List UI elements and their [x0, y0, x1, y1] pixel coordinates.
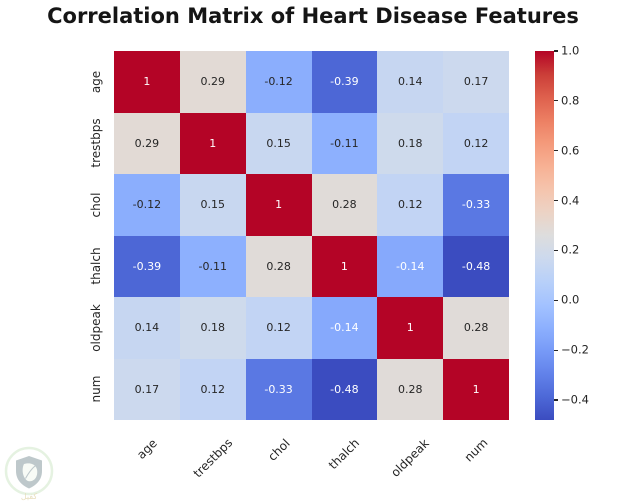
- heatmap-cell-trestbps-age: 0.29: [114, 112, 180, 174]
- heatmap-cell-thalch-chol: 0.28: [245, 235, 312, 297]
- heatmap-cell-num-age: 0.17: [114, 358, 180, 420]
- heatmap-cell-trestbps-oldpeak: 0.18: [377, 112, 444, 174]
- watermark-logo: كفيل: [4, 446, 54, 501]
- colorbar-tick-label: 1.0: [561, 43, 580, 58]
- watermark-text: كفيل: [21, 492, 38, 501]
- colorbar-tick: [554, 150, 558, 152]
- heatmap-cell-num-thalch: -0.48: [311, 358, 378, 420]
- heatmap-cell-trestbps-trestbps: 1: [179, 112, 246, 174]
- heatmap-cell-age-age: 1: [114, 51, 180, 113]
- heatmap-cell-thalch-trestbps: -0.11: [179, 235, 246, 297]
- heatmap-cell-thalch-age: -0.39: [114, 235, 180, 297]
- colorbar-tick: [554, 199, 558, 202]
- heatmap-cell-num-oldpeak: 0.28: [377, 358, 444, 420]
- x-tick-label-num: num: [461, 436, 491, 465]
- heatmap-cell-age-num: 0.17: [443, 51, 509, 113]
- watermark-circle: [4, 446, 54, 496]
- watermark-shield-icon: [16, 456, 42, 489]
- heatmap-cell-chol-thalch: 0.28: [311, 174, 378, 236]
- x-tick-label-thalch: thalch: [326, 435, 363, 473]
- colorbar-tick-label: −0.2: [561, 342, 589, 357]
- x-tick-label-chol: chol: [264, 436, 293, 464]
- heatmap-cell-chol-chol: 1: [245, 174, 312, 236]
- heatmap-cell-chol-trestbps: 0.15: [179, 174, 246, 236]
- y-tick-label-chol: chol: [89, 192, 103, 218]
- watermark-leaf-vein: [25, 465, 36, 479]
- y-tick-label-num: num: [89, 375, 103, 403]
- heatmap-cell-thalch-oldpeak: -0.14: [377, 235, 444, 297]
- heatmap-cell-num-chol: -0.33: [245, 358, 312, 420]
- colorbar-tick: [554, 299, 558, 301]
- heatmap-cell-trestbps-thalch: -0.11: [311, 112, 378, 174]
- heatmap-cell-oldpeak-num: 0.28: [443, 297, 509, 359]
- heatmap-cell-trestbps-chol: 0.15: [245, 112, 312, 174]
- heatmap-cell-age-chol: -0.12: [245, 51, 312, 113]
- colorbar-tick-label: −0.4: [561, 392, 589, 407]
- colorbar-tick-label: 0.2: [561, 242, 580, 257]
- heatmap-cell-age-oldpeak: 0.14: [377, 51, 444, 113]
- x-tick-label-trestbps: trestbps: [190, 435, 236, 481]
- y-tick-label-trestbps: trestbps: [89, 118, 103, 168]
- y-tick-label-thalch: thalch: [89, 247, 103, 285]
- heatmap-cell-trestbps-num: 0.12: [443, 112, 509, 174]
- heatmap-cell-oldpeak-oldpeak: 1: [377, 297, 444, 359]
- x-tick-label-oldpeak: oldpeak: [388, 436, 433, 480]
- heatmap-cell-chol-num: -0.33: [443, 174, 509, 236]
- colorbar-tick: [554, 249, 558, 252]
- heatmap-cell-num-trestbps: 0.12: [179, 358, 246, 420]
- watermark-leaf-icon: [22, 463, 38, 482]
- heatmap-cell-age-thalch: -0.39: [311, 51, 378, 113]
- colorbar-tick: [554, 50, 558, 52]
- y-tick-label-oldpeak: oldpeak: [89, 303, 103, 352]
- chart-title: Correlation Matrix of Heart Disease Feat…: [47, 4, 579, 28]
- heatmap-cell-age-trestbps: 0.29: [179, 51, 246, 113]
- colorbar-tick: [554, 349, 558, 351]
- heatmap-cell-oldpeak-thalch: -0.14: [311, 297, 378, 359]
- heatmap-cell-thalch-num: -0.48: [443, 235, 509, 297]
- y-tick-label-age: age: [89, 70, 103, 93]
- colorbar-tick-label: 0.4: [561, 192, 580, 207]
- heatmap-cell-oldpeak-age: 0.14: [114, 297, 180, 359]
- heatmap-cell-num-num: 1: [443, 358, 509, 420]
- colorbar-tick-label: 0.6: [561, 142, 580, 157]
- heatmap-cell-chol-age: -0.12: [114, 174, 180, 236]
- heatmap-cell-oldpeak-chol: 0.12: [245, 297, 312, 359]
- colorbar-tick: [554, 100, 558, 102]
- heatmap-cell-chol-oldpeak: 0.12: [377, 174, 444, 236]
- colorbar-tick-label: 0.8: [561, 93, 580, 108]
- heatmap-cell-thalch-thalch: 1: [311, 235, 378, 297]
- heatmap-grid: 1 0.29 -0.12 -0.39 0.14 0.17 0.29 1 0.15 -0.11 0.1…: [114, 51, 509, 420]
- heatmap-cell-oldpeak-trestbps: 0.18: [179, 297, 246, 359]
- x-tick-label-age: age: [134, 435, 160, 462]
- colorbar-tick-label: 0.0: [561, 292, 580, 307]
- colorbar-tick: [554, 399, 558, 401]
- colorbar-gradient: [535, 51, 554, 420]
